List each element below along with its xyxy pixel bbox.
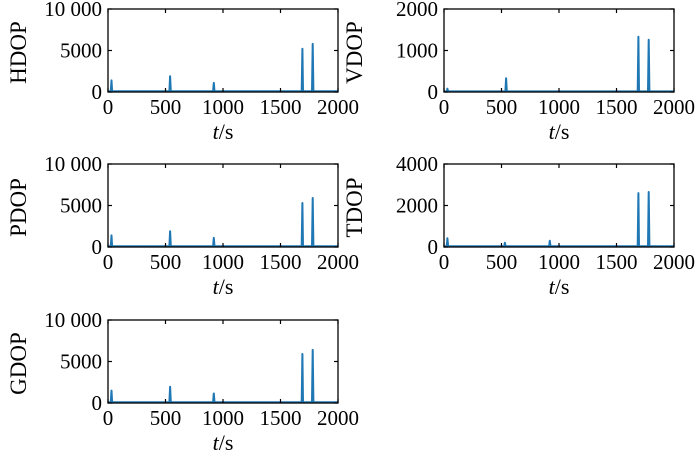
y-tick-label: 4000: [396, 152, 438, 176]
y-tick-label: 0: [92, 80, 103, 104]
x-tick-label: 500: [150, 250, 182, 274]
panel-tdop: 0 500 1000 1500 2000 0 2000 4000 TDOP t/s: [342, 152, 695, 299]
x-tick-label: 500: [150, 95, 182, 119]
x-tick-label: 1500: [260, 406, 302, 430]
x-tick-label: 1000: [202, 406, 244, 430]
x-tick-label: 1500: [260, 250, 302, 274]
y-axis-label: GDOP: [6, 332, 31, 395]
series-line: [108, 348, 338, 404]
x-tick-label: 0: [103, 250, 114, 274]
panel-vdop: 0 500 1000 1500 2000 0 1000 2000 VDOP t/s: [342, 0, 695, 144]
x-axis-unit: /s: [219, 119, 234, 144]
x-axis-variable: t: [213, 274, 220, 299]
x-tick-label: 1000: [202, 95, 244, 119]
x-axis-label: t/s: [549, 274, 570, 299]
panel-gdop: 0 500 1000 1500 2000 0 5000 10 000 GDOP t/s: [6, 308, 359, 455]
x-axis-variable: t: [549, 274, 556, 299]
series-line: [108, 42, 338, 93]
panel-pdop: 0 500 1000 1500 2000 0 5000 10 000 PDOP t/s: [6, 152, 359, 299]
x-tick-label: 1000: [538, 250, 580, 274]
x-tick-label: 1500: [260, 95, 302, 119]
x-axis-unit: /s: [219, 430, 234, 455]
y-tick-label: 5000: [60, 350, 102, 374]
series-line: [444, 35, 674, 93]
x-tick-label: 0: [439, 250, 450, 274]
x-tick-label: 2000: [653, 95, 695, 119]
y-tick-label: 0: [92, 235, 103, 259]
y-axis-label: HDOP: [6, 21, 31, 84]
x-tick-label: 0: [103, 95, 114, 119]
y-tick-label: 10 000: [44, 0, 102, 21]
x-tick-label: 500: [486, 250, 518, 274]
x-axis-unit: /s: [555, 274, 570, 299]
x-axis-label: t/s: [213, 274, 234, 299]
x-axis-variable: t: [549, 119, 556, 144]
x-tick-label: 500: [486, 95, 518, 119]
series-line: [108, 197, 338, 248]
y-tick-label: 5000: [60, 39, 102, 63]
y-tick-label: 2000: [396, 194, 438, 218]
x-axis-unit: /s: [555, 119, 570, 144]
x-tick-label: 2000: [317, 406, 359, 430]
y-axis-label: TDOP: [342, 177, 367, 237]
x-axis-label: t/s: [213, 119, 234, 144]
y-tick-label: 10 000: [44, 308, 102, 332]
x-tick-label: 2000: [317, 95, 359, 119]
y-axis-label: VDOP: [342, 21, 367, 84]
y-axis-label: PDOP: [6, 178, 31, 237]
x-tick-label: 0: [103, 406, 114, 430]
y-tick-label: 1000: [396, 39, 438, 63]
y-tick-label: 0: [428, 235, 439, 259]
series-line: [444, 191, 674, 248]
x-tick-label: 1000: [202, 250, 244, 274]
x-axis-label: t/s: [213, 430, 234, 455]
x-axis-unit: /s: [219, 274, 234, 299]
x-tick-label: 1500: [596, 250, 638, 274]
x-tick-label: 1000: [538, 95, 580, 119]
x-axis-label: t/s: [549, 119, 570, 144]
x-tick-label: 2000: [317, 250, 359, 274]
x-tick-label: 2000: [653, 250, 695, 274]
y-tick-label: 0: [92, 391, 103, 415]
x-axis-variable: t: [213, 119, 220, 144]
panel-hdop: 0 500 1000 1500 2000 0 5000 10 000 HDOP t/s: [6, 0, 359, 144]
x-tick-label: 1500: [596, 95, 638, 119]
y-tick-label: 5000: [60, 194, 102, 218]
y-tick-label: 0: [428, 80, 439, 104]
x-tick-label: 500: [150, 406, 182, 430]
x-axis-variable: t: [213, 430, 220, 455]
x-tick-label: 0: [439, 95, 450, 119]
y-tick-label: 2000: [396, 0, 438, 21]
y-tick-label: 10 000: [44, 152, 102, 176]
